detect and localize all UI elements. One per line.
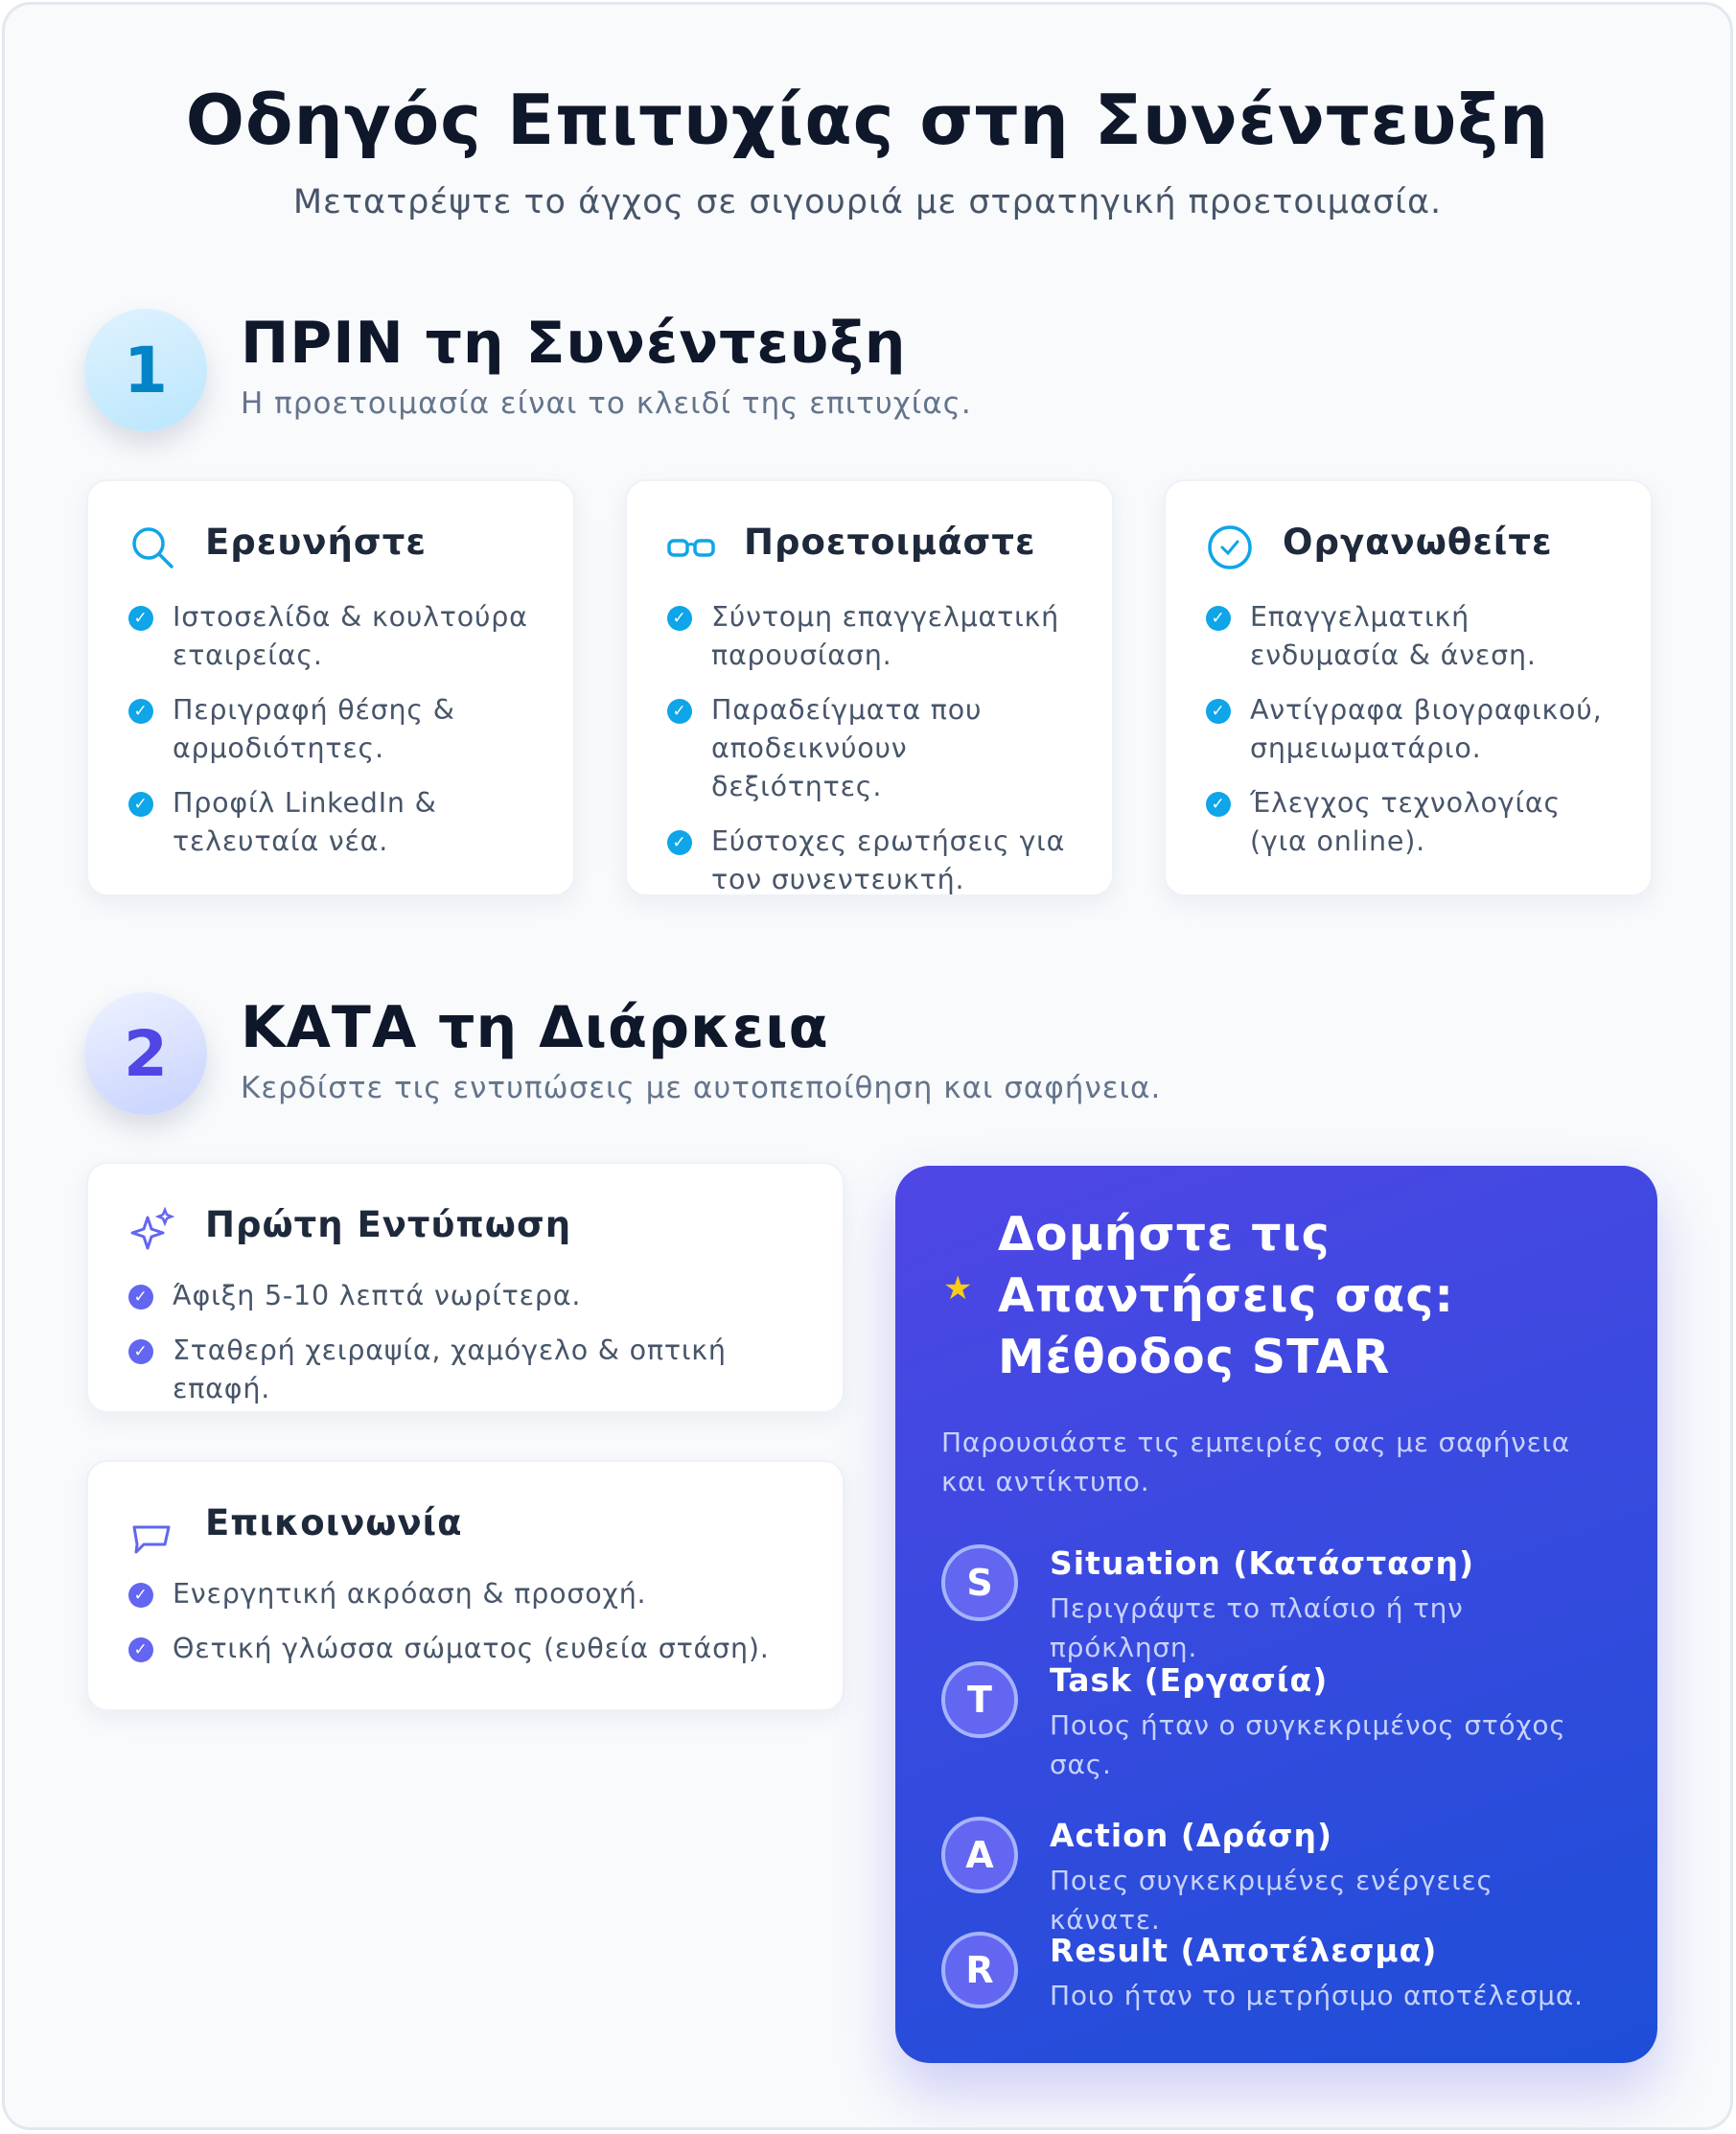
star-item-title: Result (Αποτέλεσμα) bbox=[1050, 1932, 1438, 1969]
check-icon: ✓ bbox=[128, 792, 153, 817]
check-icon: ✓ bbox=[128, 1285, 153, 1310]
list-item: ✓ Σύντομη επαγγελματική παρουσίαση. bbox=[667, 598, 1083, 675]
list-item: ✓ Σταθερή χειραψία, χαμόγελο & οπτική επα… bbox=[128, 1332, 814, 1408]
search-icon bbox=[132, 527, 174, 568]
section-subtitle-during: Κερδίστε τις εντυπώσεις με αυτοπεποίθηση… bbox=[241, 1071, 1162, 1105]
list-item: ✓ Προφίλ LinkedIn & τελευταία νέα. bbox=[128, 784, 544, 861]
card-title: Πρώτη Εντύπωση bbox=[205, 1204, 572, 1245]
star-item-title: Task (Εργασία) bbox=[1050, 1661, 1329, 1699]
page-title: Οδηγός Επιτυχίας στη Συνέντευξη bbox=[185, 80, 1550, 160]
list-item: ✓ Περιγραφή θέσης & αρμοδιότητες. bbox=[128, 691, 544, 768]
letter-badge: R bbox=[941, 1932, 1018, 2008]
card-title: Προετοιμάστε bbox=[744, 522, 1036, 563]
card-research: Ερευνήστε ✓ Ιστοσελίδα & κουλτούρα εταιρε… bbox=[86, 479, 575, 896]
star-item-text: Ποιο ήταν το μετρήσιμο αποτέλεσμα. bbox=[1050, 1980, 1584, 2011]
star-icon: ★ bbox=[943, 1269, 973, 1308]
star-item-text: Ποιες συγκεκριμένες ενέργειες κάνατε. bbox=[1050, 1865, 1493, 1936]
card-title: Οργανωθείτε bbox=[1283, 522, 1553, 563]
star-item-title: Action (Δράση) bbox=[1050, 1817, 1333, 1854]
section-number-1: 1 bbox=[84, 309, 207, 431]
check-icon: ✓ bbox=[667, 699, 692, 724]
check-icon: ✓ bbox=[128, 699, 153, 724]
check-icon: ✓ bbox=[128, 1583, 153, 1608]
glasses-icon bbox=[667, 539, 715, 557]
letter-badge: A bbox=[941, 1817, 1018, 1893]
star-item-text: Περιγράψτε το πλαίσιο ή την πρόκληση. bbox=[1050, 1592, 1464, 1663]
card-communication: Επικοινωνία ✓ Ενεργητική ακρόαση & προσοχ… bbox=[86, 1460, 845, 1711]
list-item: ✓ Εύστοχες ερωτήσεις για τον συνεντευκτή. bbox=[667, 823, 1083, 899]
letter-badge: T bbox=[941, 1661, 1018, 1738]
check-icon: ✓ bbox=[128, 606, 153, 631]
card-title: Ερευνήστε bbox=[205, 522, 427, 563]
check-icon: ✓ bbox=[128, 1339, 153, 1364]
list-item: ✓ Παραδείγματα που αποδεικνύουν δεξιότητε… bbox=[667, 691, 1083, 806]
section-title-during: ΚΑΤΑ τη Διάρκεια bbox=[241, 994, 829, 1061]
list-item: ✓ Ενεργητική ακρόαση & προσοχή. bbox=[128, 1575, 814, 1613]
page-subtitle: Μετατρέψτε το άγχος σε σιγουριά με στρατ… bbox=[292, 183, 1443, 221]
check-circle-icon bbox=[1208, 525, 1252, 569]
section-number-2: 2 bbox=[84, 992, 207, 1115]
card-prepare: Προετοιμάστε ✓ Σύντομη επαγγελματική παρο… bbox=[625, 479, 1114, 896]
section-title-before: ΠΡΙΝ τη Συνέντευξη bbox=[241, 310, 907, 377]
list-item: ✓ Αντίγραφα βιογραφικού, σημειωματάριο. bbox=[1206, 691, 1622, 768]
speech-bubble-icon bbox=[132, 1525, 171, 1554]
list-item: ✓ Έλεγχος τεχνολογίας (για online). bbox=[1206, 784, 1622, 861]
star-method-card: ★ Δομήστε τις Απαντήσεις σας: Μέθοδος STAR… bbox=[895, 1166, 1657, 2063]
card-organize: Οργανωθείτε ✓ Επαγγελματική ενδυμασία & ά… bbox=[1164, 479, 1653, 896]
check-icon: ✓ bbox=[667, 830, 692, 855]
check-icon: ✓ bbox=[1206, 792, 1231, 817]
card-title: Επικοινωνία bbox=[205, 1502, 463, 1543]
list-item: ✓ Ιστοσελίδα & κουλτούρα εταιρείας. bbox=[128, 598, 544, 675]
section-subtitle-before: Η προετοιμασία είναι το κλειδί της επιτυ… bbox=[241, 386, 972, 421]
sparkles-icon bbox=[130, 1206, 175, 1250]
star-item-text: Ποιος ήταν ο συγκεκριμένος στόχος σας. bbox=[1050, 1709, 1566, 1780]
star-description: Παρουσιάστε τις εμπειρίες σας με σαφήνει… bbox=[941, 1427, 1571, 1497]
list-item: ✓ Άφιξη 5-10 λεπτά νωρίτερα. bbox=[128, 1277, 814, 1315]
list-item: ✓ Επαγγελματική ενδυμασία & άνεση. bbox=[1206, 598, 1622, 675]
check-icon: ✓ bbox=[1206, 606, 1231, 631]
card-first-impression: Πρώτη Εντύπωση ✓ Άφιξη 5-10 λεπτά νωρίτερ… bbox=[86, 1162, 845, 1413]
list-item: ✓ Θετική γλώσσα σώματος (ευθεία στάση). bbox=[128, 1630, 814, 1668]
check-icon: ✓ bbox=[667, 606, 692, 631]
star-item-title: Situation (Κατάσταση) bbox=[1050, 1544, 1475, 1582]
star-title: Δομήστε τις Απαντήσεις σας: Μέθοδος STAR bbox=[998, 1207, 1454, 1384]
check-icon: ✓ bbox=[1206, 699, 1231, 724]
letter-badge: S bbox=[941, 1544, 1018, 1621]
check-icon: ✓ bbox=[128, 1637, 153, 1662]
